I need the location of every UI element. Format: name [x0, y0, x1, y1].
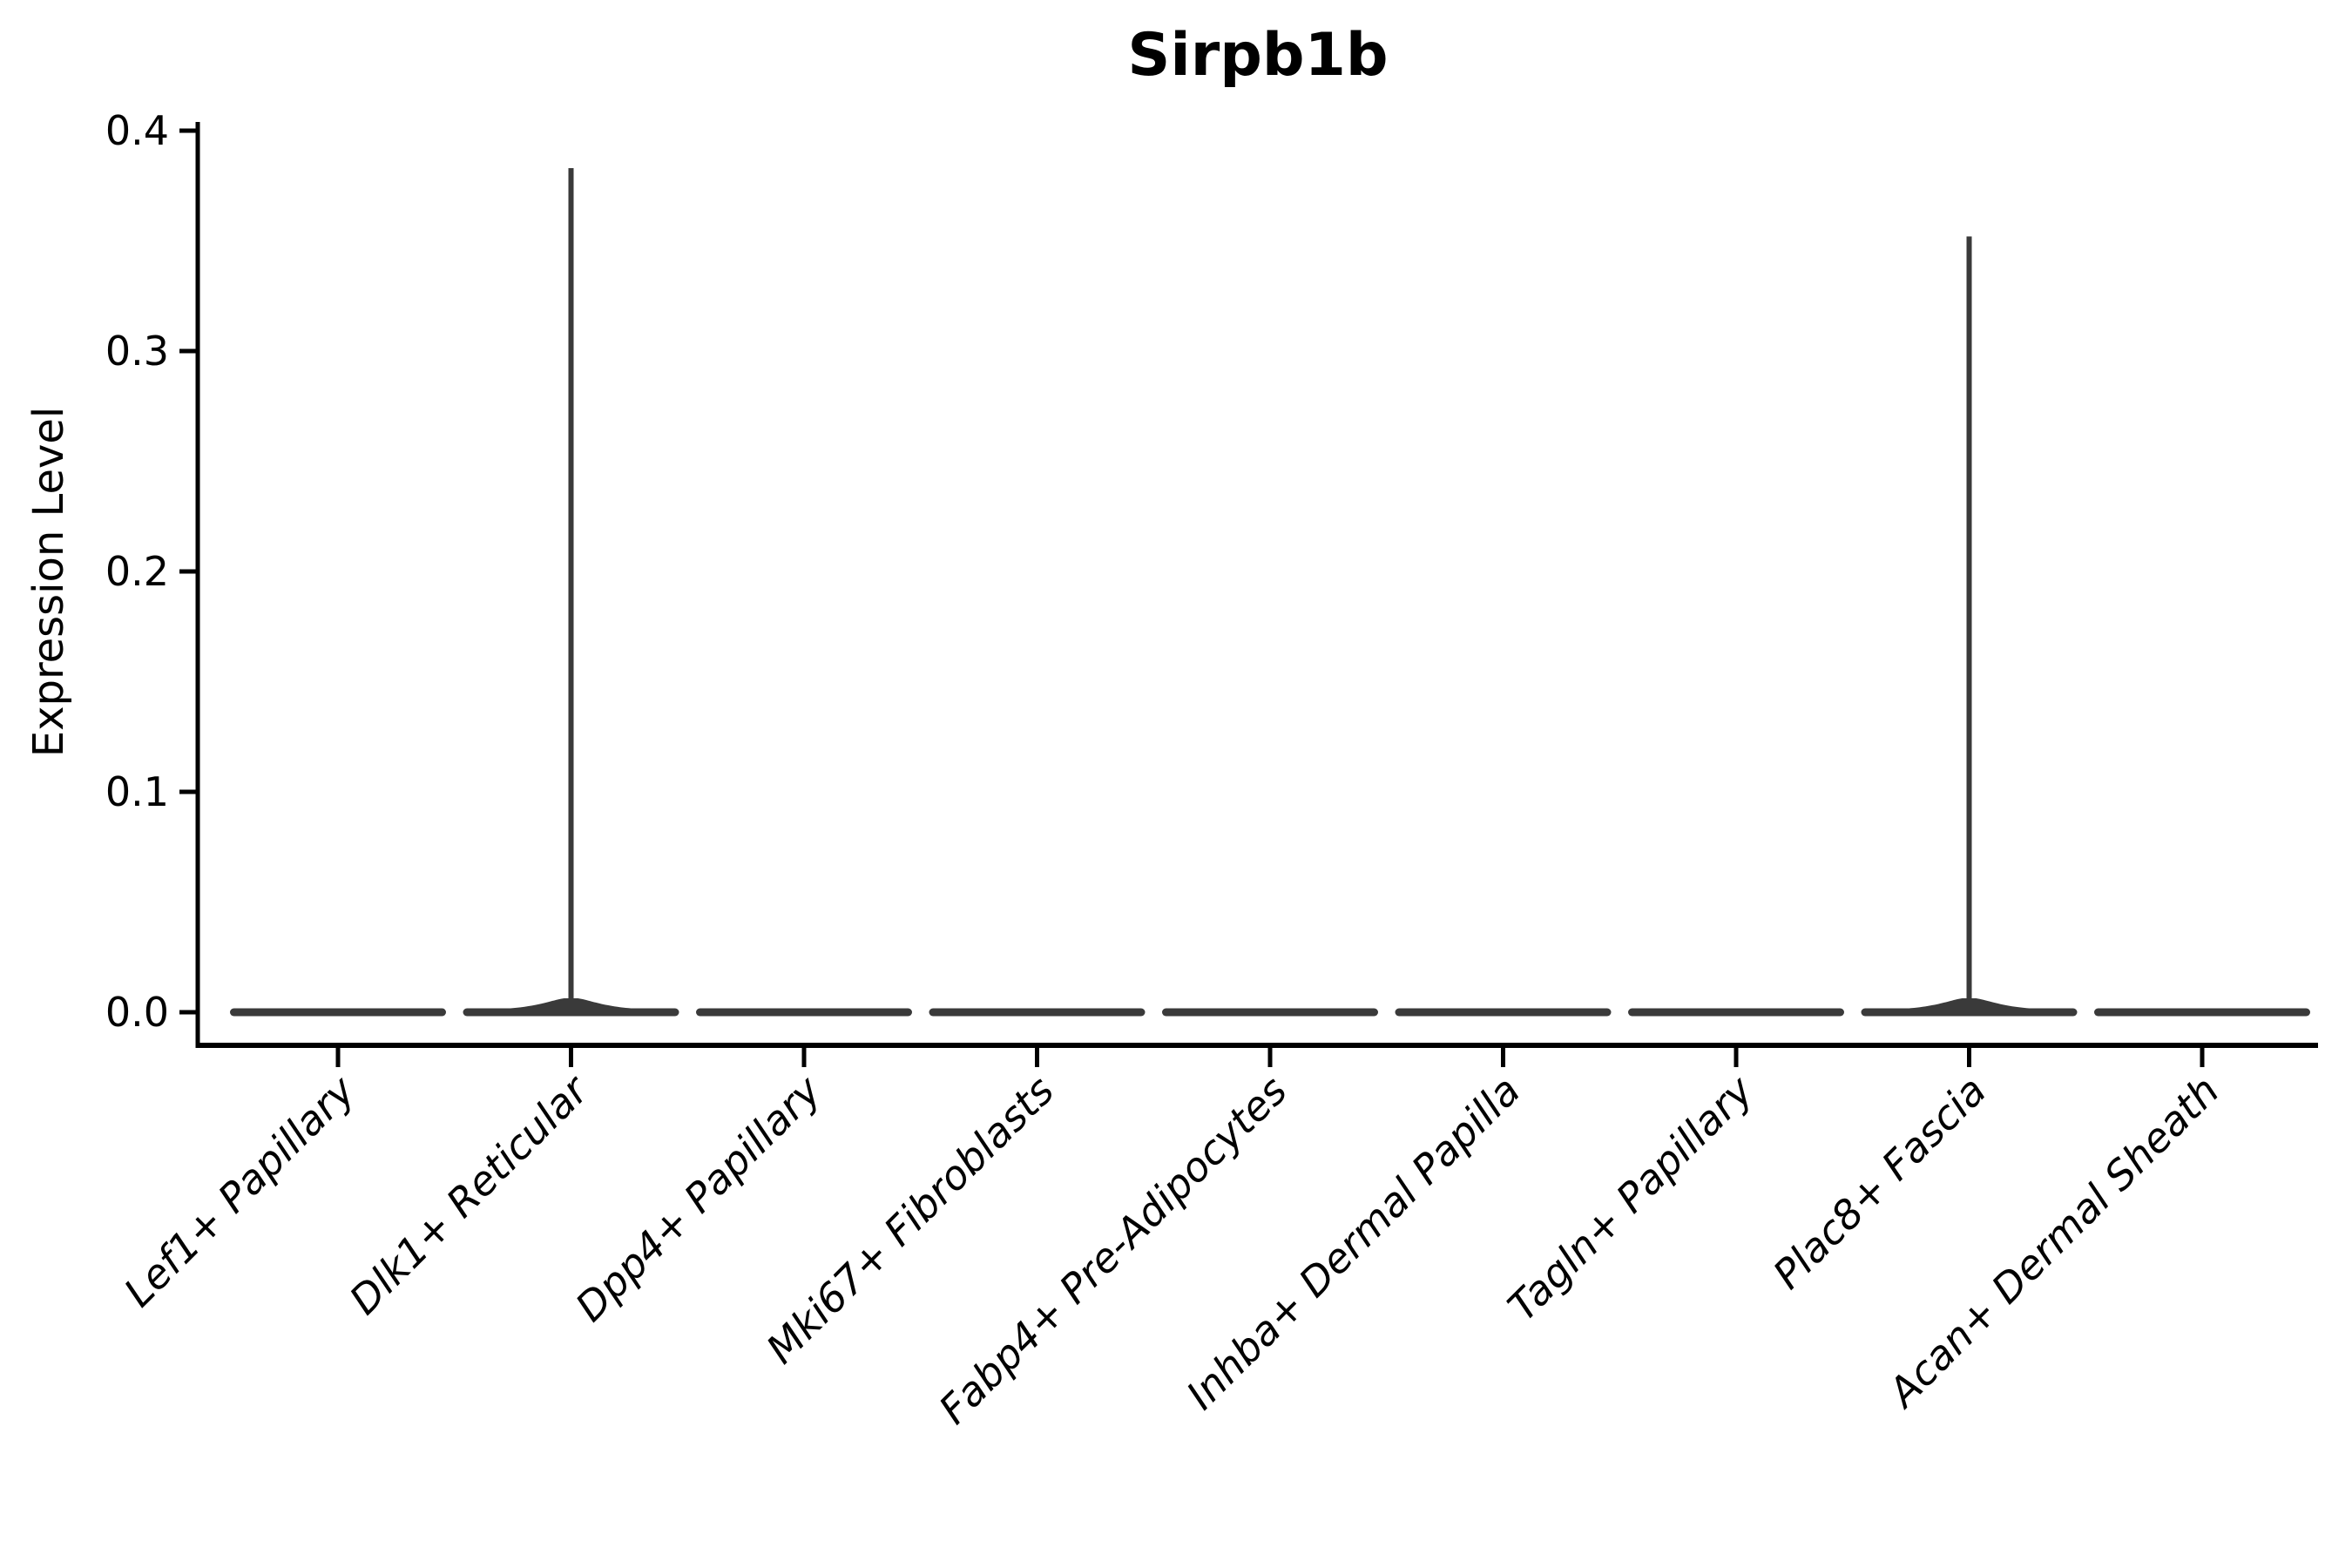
y-tick — [179, 348, 198, 354]
x-category-label: Dlk1+ Reticular — [341, 1064, 599, 1323]
violin-body — [1861, 1008, 2078, 1017]
x-tick — [1035, 1048, 1039, 1067]
violin-body — [1628, 1008, 1844, 1017]
x-tick — [2200, 1048, 2205, 1067]
violin-body — [463, 1008, 679, 1017]
chart-title: Sirpb1b — [1127, 21, 1389, 90]
x-axis-spine — [195, 1043, 2318, 1048]
y-tick-label: 0.2 — [105, 548, 169, 595]
y-tick — [179, 789, 198, 794]
x-category-label: Plac8+ Fascia — [1764, 1067, 1995, 1298]
x-tick — [1734, 1048, 1739, 1067]
violin-body — [696, 1008, 912, 1017]
x-category-label: Lef1+ Papillary — [115, 1066, 364, 1315]
violin-body — [1395, 1008, 1612, 1017]
y-axis-spine — [195, 122, 200, 1048]
x-tick — [1967, 1048, 1971, 1067]
y-tick-label: 0.0 — [105, 989, 169, 1036]
x-tick — [569, 1048, 573, 1067]
y-tick — [179, 128, 198, 133]
x-tick — [1501, 1048, 1505, 1067]
violin-body — [2094, 1008, 2310, 1017]
y-tick — [179, 1010, 198, 1015]
violin-body — [1162, 1008, 1378, 1017]
x-category-label: Tagln+ Papillary — [1498, 1066, 1762, 1330]
x-tick — [335, 1048, 341, 1067]
violin-spike — [568, 168, 574, 1005]
x-tick — [801, 1048, 807, 1067]
x-tick — [1267, 1048, 1273, 1067]
violin-body — [929, 1008, 1146, 1017]
violin-body — [230, 1008, 446, 1017]
y-tick-label: 0.4 — [105, 107, 169, 154]
y-tick-label: 0.3 — [105, 328, 169, 375]
violin-spike — [1966, 236, 1972, 1005]
y-tick-label: 0.1 — [105, 768, 169, 815]
x-category-label: Dpp4+ Papillary — [566, 1066, 830, 1330]
y-tick — [179, 569, 198, 574]
